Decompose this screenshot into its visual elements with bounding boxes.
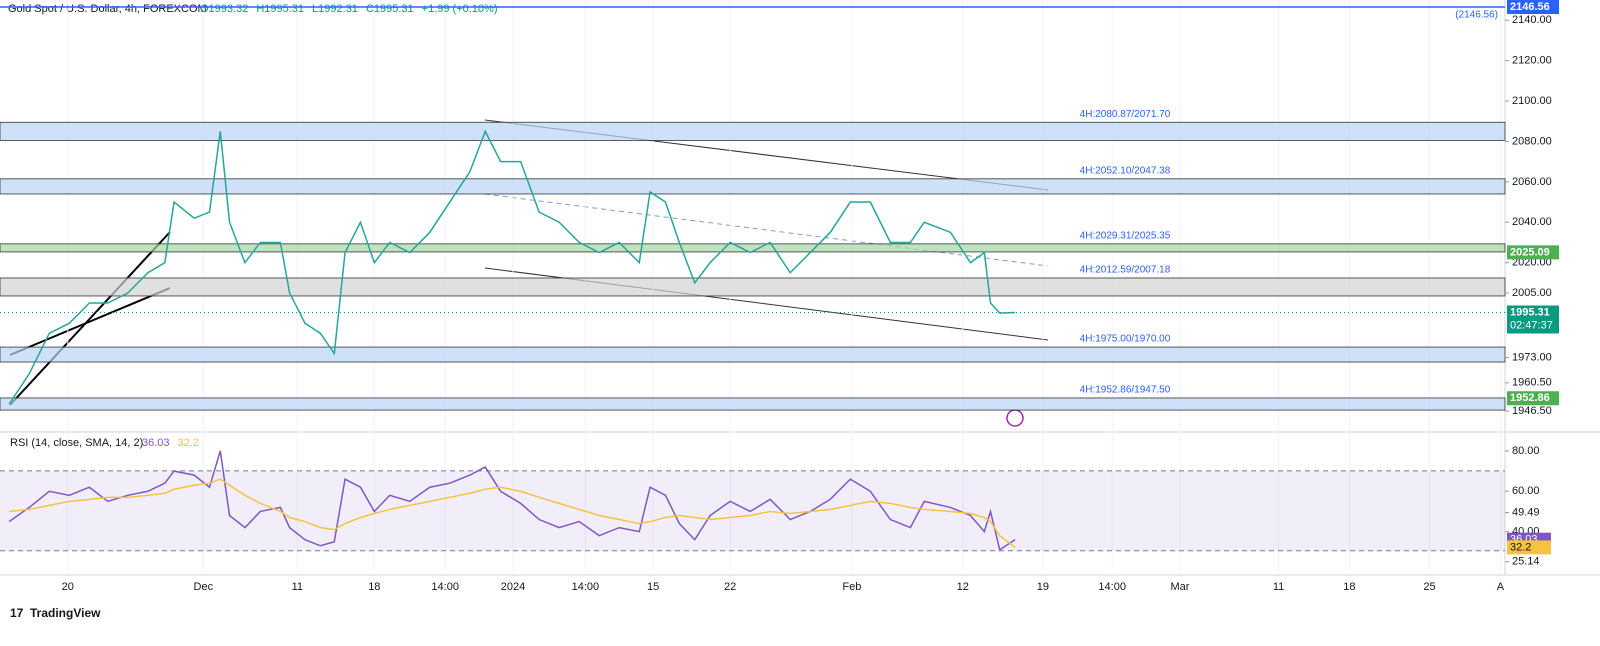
ohlc-value: H1995.31 <box>256 3 304 15</box>
price-tag <box>1507 245 1559 260</box>
x-tick-label: A <box>1497 581 1505 593</box>
x-tick-label: 2024 <box>501 581 525 593</box>
series-line <box>8 450 1016 552</box>
price-tag-label: 1952.86 <box>1510 392 1550 404</box>
y-tick-label: 1946.50 <box>1512 405 1552 417</box>
x-tick-label: 22 <box>724 581 736 593</box>
rsi-title: RSI (14, close, SMA, 14, 2) <box>10 437 143 449</box>
zone <box>0 121 1506 141</box>
price-tag-label: 1995.31 <box>1510 306 1550 318</box>
zone-label: 4H:2029.31/2025.35 <box>1080 230 1171 241</box>
mid-line <box>484 193 1049 267</box>
price-tag-label: 2025.09 <box>1510 246 1550 258</box>
zone-label: 4H:1975.00/1970.00 <box>1080 334 1171 345</box>
channel-line <box>9 231 171 406</box>
x-tick-label: 14:00 <box>1098 581 1126 593</box>
zone-label: 4H:1952.86/1947.50 <box>1080 385 1171 396</box>
zone <box>0 397 1506 411</box>
ohlc-value: C1995.31 <box>366 3 414 15</box>
y-tick-label: 25.14 <box>1512 556 1540 568</box>
x-tick-label: 12 <box>957 581 969 593</box>
x-tick-label: 20 <box>62 581 74 593</box>
x-tick-label: 14:00 <box>431 581 459 593</box>
countdown: 02:47:37 <box>1510 319 1553 331</box>
ohlc-value: O1993.32 <box>200 3 248 15</box>
x-tick-label: 18 <box>1343 581 1355 593</box>
price-tag-label: 2146.56 <box>1510 1 1550 13</box>
y-tick-label: 2100.00 <box>1512 95 1552 107</box>
y-tick-label: 49.49 <box>1512 506 1540 518</box>
channel-line <box>9 287 171 356</box>
high-label: (2146.56) <box>1455 10 1498 21</box>
y-tick-label: 2060.00 <box>1512 176 1552 188</box>
chart-title: Gold Spot / U.S. Dollar, 4h, FOREXCOM <box>8 3 207 15</box>
rsi-tag <box>1507 540 1551 555</box>
x-tick-label: 15 <box>647 581 659 593</box>
y-tick-label: 2120.00 <box>1512 55 1552 67</box>
y-tick-label: 2080.00 <box>1512 135 1552 147</box>
rsi-header-value: 32.2 <box>178 437 199 449</box>
series-line <box>8 129 1016 405</box>
x-tick-label: Mar <box>1170 581 1189 593</box>
y-tick-label: 2140.00 <box>1512 14 1552 26</box>
price-tag <box>1507 305 1559 334</box>
footer: TradingView <box>30 606 101 620</box>
series-line <box>9 478 1016 548</box>
ohlc-value: +1.99 (+0.10%) <box>422 3 498 15</box>
y-tick-label: 2020.00 <box>1512 257 1552 269</box>
y-tick-label: 60.00 <box>1512 485 1540 497</box>
ohlc-value: L1992.31 <box>312 3 358 15</box>
price-tag <box>1507 0 1559 15</box>
x-tick-label: Dec <box>194 581 214 593</box>
zone <box>0 277 1506 297</box>
x-tick-label: Feb <box>842 581 861 593</box>
rsi-tag-label: 32.2 <box>1510 541 1531 553</box>
y-tick-label: 2040.00 <box>1512 216 1552 228</box>
y-tick-label: 80.00 <box>1512 445 1540 457</box>
rsi-header-value: 36.03 <box>142 437 170 449</box>
zone-label: 4H:2052.10/2047.38 <box>1080 165 1171 176</box>
zone-label: 4H:2012.59/2007.18 <box>1080 265 1171 276</box>
x-tick-label: 25 <box>1423 581 1435 593</box>
y-tick-label: 1960.50 <box>1512 377 1552 389</box>
zone <box>0 178 1506 195</box>
y-tick-label: 1973.00 <box>1512 351 1552 363</box>
x-tick-label: 11 <box>1273 581 1284 593</box>
zone <box>0 346 1506 363</box>
y-tick-label: 2005.00 <box>1512 287 1552 299</box>
price-tag <box>1507 391 1559 406</box>
logo: 17 <box>10 606 24 620</box>
x-tick-label: 19 <box>1037 581 1049 593</box>
zone-label: 4H:2080.87/2071.70 <box>1080 109 1171 120</box>
x-tick-label: 11 <box>292 581 303 593</box>
x-tick-label: 14:00 <box>572 581 600 593</box>
x-tick-label: 18 <box>368 581 380 593</box>
